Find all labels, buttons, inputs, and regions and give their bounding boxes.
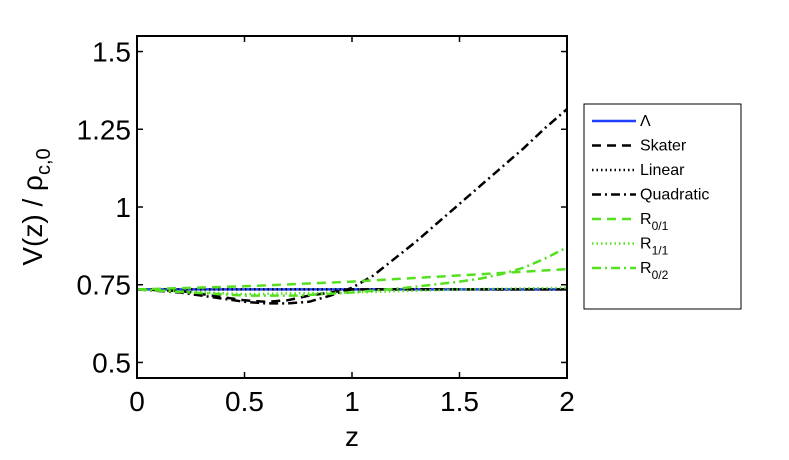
legend-label: Quadratic (640, 187, 709, 204)
y-tick-label: 1.25 (77, 114, 132, 145)
y-axis-label-subscript: c,0 (33, 148, 55, 175)
x-tick-label: 1.5 (440, 386, 479, 417)
y-tick-labels: 0.5 0.75 1 1.25 1.5 (77, 37, 132, 379)
legend-box (583, 103, 742, 310)
x-axis-label: z (345, 421, 359, 452)
legend-label: Λ (640, 113, 651, 130)
y-axis-label: V(z) / ρc,0 (17, 148, 55, 265)
series-line-r0-1 (137, 267, 567, 291)
plot-background (137, 36, 567, 378)
y-tick-label: 1.5 (92, 37, 131, 68)
x-tick-label: 1 (344, 386, 360, 417)
x-tick-label: 0.5 (225, 386, 264, 417)
x-tick-label: 0 (129, 386, 145, 417)
plot-frame (136, 35, 568, 379)
y-tick-label: 0.5 (92, 347, 131, 378)
y-axis-label-main: V(z) / ρ (17, 175, 48, 266)
legend-label-subscript: 0/1 (652, 219, 669, 233)
y-tick-label: 1 (115, 192, 131, 223)
series-line-quadratic (137, 108, 567, 305)
legend-label-subscript: 1/1 (652, 244, 669, 258)
series-layer (137, 108, 567, 305)
y-tick-label: 0.75 (77, 270, 132, 301)
x-tick-label: 2 (559, 386, 575, 417)
x-tick-labels: 0 0.5 1 1.5 2 (129, 386, 575, 417)
legend-label: Linear (640, 162, 685, 179)
series-line-r0-2 (137, 246, 567, 297)
legend-label: Skater (640, 138, 687, 155)
legend-label-subscript: 0/2 (652, 268, 669, 282)
